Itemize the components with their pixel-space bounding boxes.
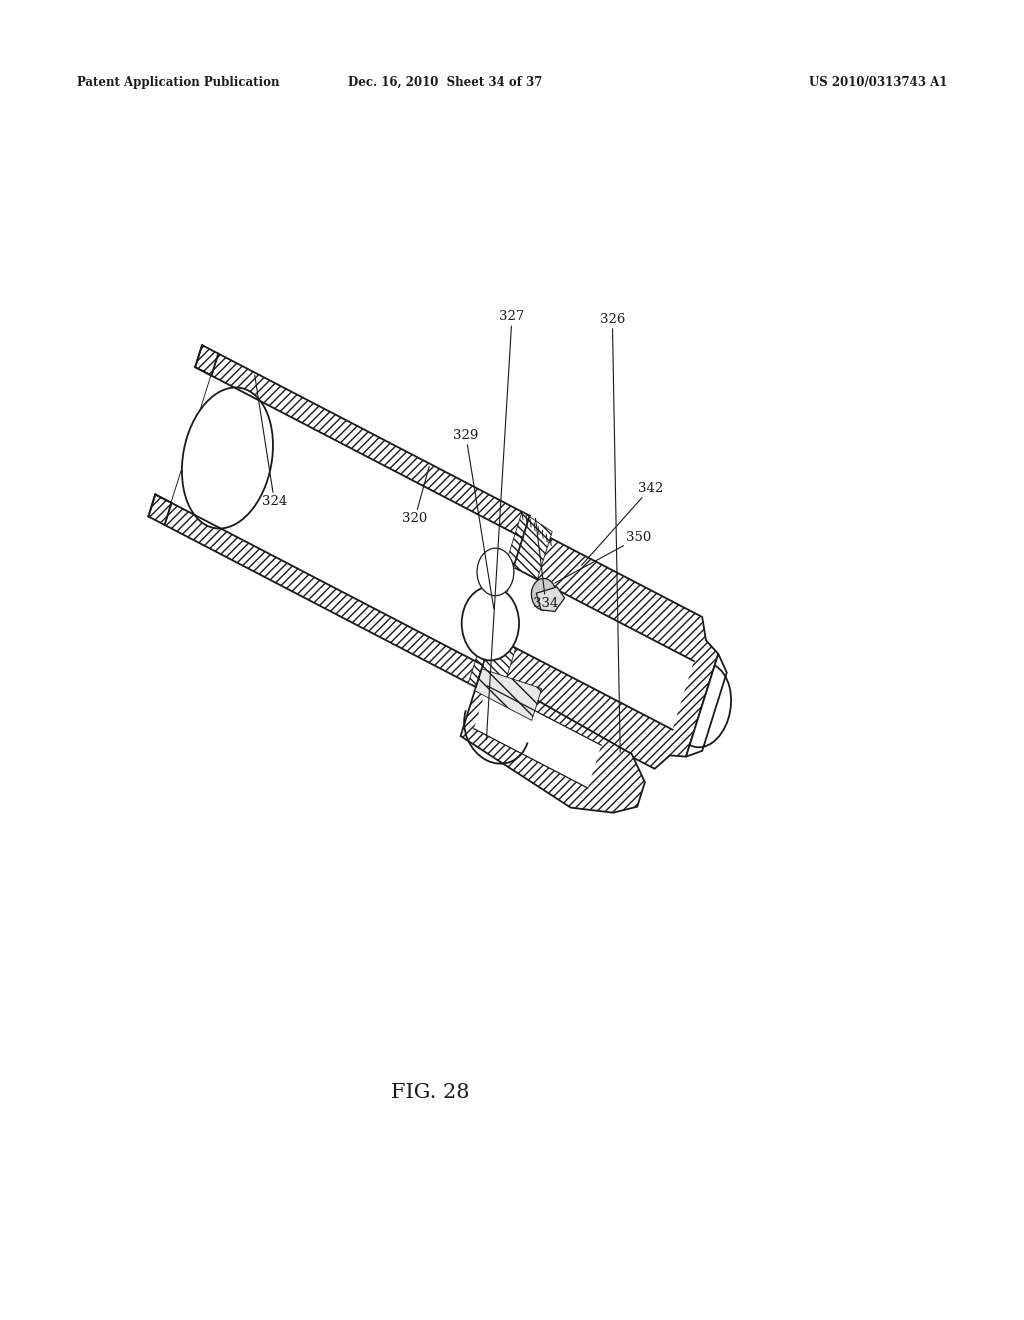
Text: 342: 342 — [582, 482, 663, 565]
Polygon shape — [474, 686, 601, 788]
Text: 329: 329 — [454, 429, 494, 609]
Text: 326: 326 — [600, 313, 625, 752]
Text: FIG. 28: FIG. 28 — [391, 1084, 469, 1102]
Text: 324: 324 — [255, 375, 287, 508]
Text: 327: 327 — [486, 310, 524, 739]
Circle shape — [462, 586, 519, 660]
Polygon shape — [196, 345, 218, 376]
Ellipse shape — [182, 388, 273, 528]
Text: 334: 334 — [534, 519, 558, 610]
Circle shape — [531, 578, 556, 610]
Polygon shape — [494, 568, 694, 730]
Polygon shape — [171, 376, 522, 665]
Text: 320: 320 — [402, 466, 429, 525]
Text: US 2010/0313743 A1: US 2010/0313743 A1 — [809, 77, 947, 88]
Polygon shape — [148, 495, 171, 525]
Polygon shape — [479, 525, 718, 768]
Text: 350: 350 — [555, 531, 651, 583]
Text: Dec. 16, 2010  Sheet 34 of 37: Dec. 16, 2010 Sheet 34 of 37 — [348, 77, 543, 88]
Polygon shape — [475, 669, 542, 721]
Polygon shape — [461, 669, 645, 813]
Polygon shape — [686, 653, 727, 756]
Circle shape — [477, 548, 514, 595]
Text: Patent Application Publication: Patent Application Publication — [77, 77, 280, 88]
Polygon shape — [468, 512, 552, 696]
Polygon shape — [537, 587, 564, 611]
Polygon shape — [165, 354, 529, 688]
